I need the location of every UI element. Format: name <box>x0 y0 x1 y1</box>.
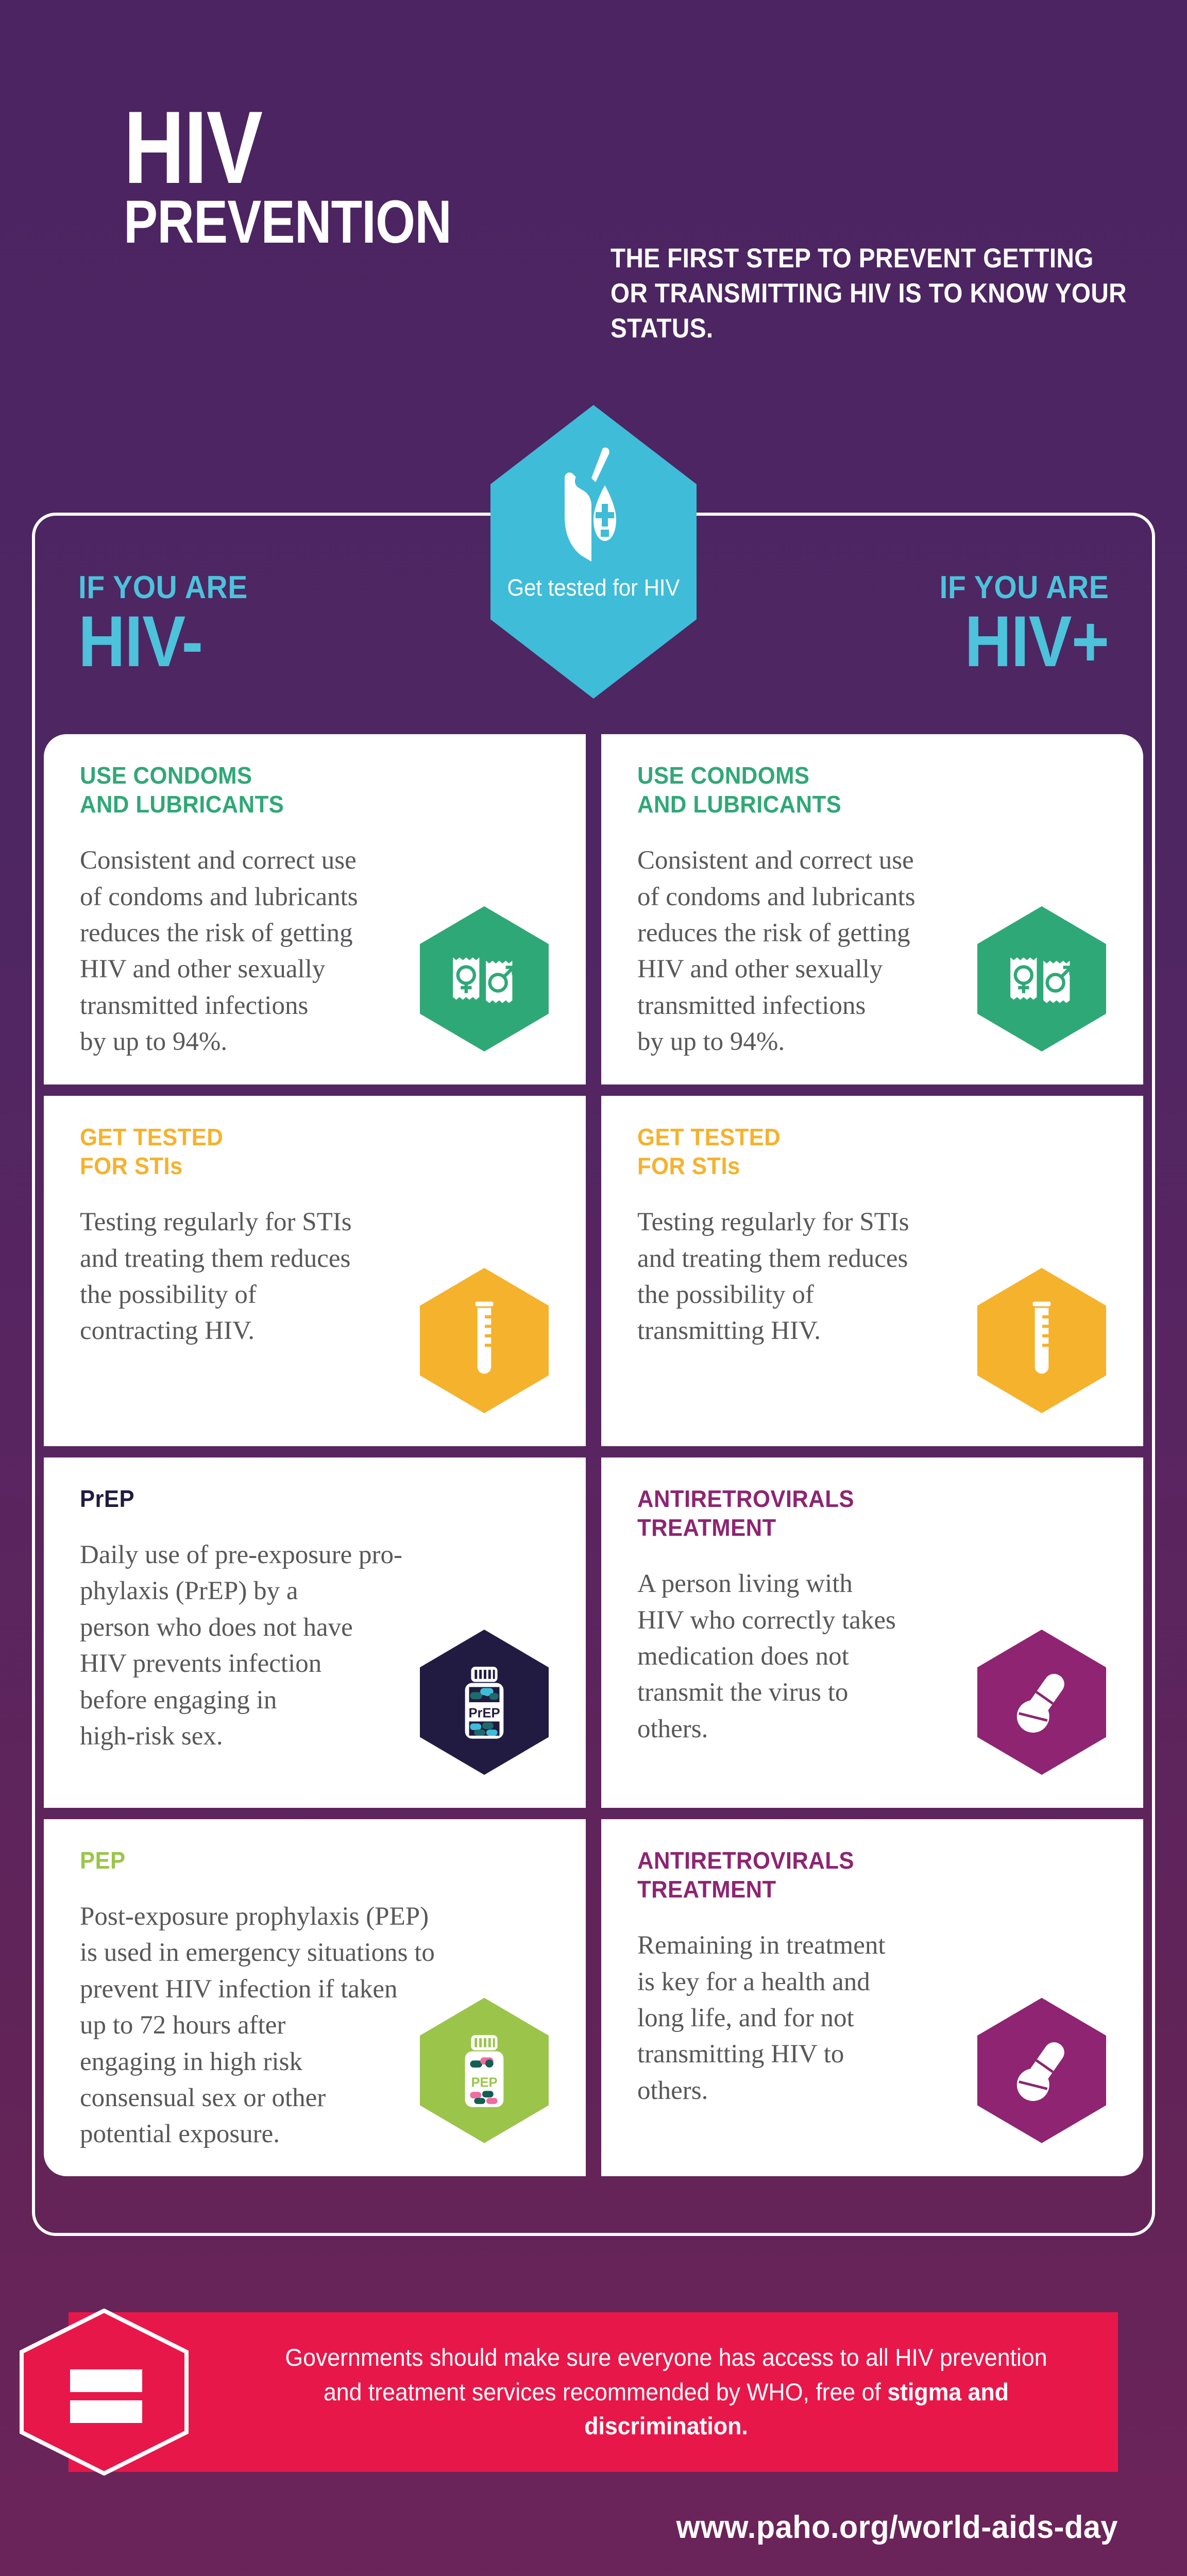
card-title: USE CONDOMS AND LUBRICANTS <box>80 762 284 818</box>
card-title: ANTIRETROVIRALS TREATMENT <box>637 1847 854 1903</box>
card-body: Remaining in treatment is key for a heal… <box>637 1931 886 2105</box>
status-right-prefix: IF YOU ARE <box>939 570 1109 605</box>
card-body: Testing regularly for STIs and treating … <box>80 1208 352 1346</box>
prep-bottle-label: PrEP <box>468 1706 500 1721</box>
cta-message-regular: Governments should make sure everyone ha… <box>285 2343 1047 2405</box>
header-subtitle: THE FIRST STEP TO PREVENT GETTING OR TRA… <box>611 243 1127 344</box>
pep-pill-bottle-icon: PEP <box>420 1997 549 2143</box>
card-antiretrovirals-2[interactable]: ANTIRETROVIRALS TREATMENT Remaining in t… <box>601 1819 1143 2176</box>
page-title: HIV PREVENTION <box>124 90 514 256</box>
card-sti-left[interactable]: GET TESTED FOR STIs Testing regularly fo… <box>44 1096 586 1446</box>
status-right-value: HIV+ <box>964 601 1109 682</box>
status-left-prefix: IF YOU ARE <box>78 570 248 605</box>
card-body: Consistent and correct use of condoms an… <box>80 846 358 1057</box>
hand-blood-drop-icon <box>542 444 645 564</box>
test-tube-icon <box>420 1268 549 1413</box>
cta-message: Governments should make sure everyone ha… <box>282 2341 1050 2444</box>
title-line-prevention: PREVENTION <box>124 188 452 256</box>
card-title: PEP <box>80 1847 126 1874</box>
card-title: ANTIRETROVIRALS TREATMENT <box>637 1485 854 1541</box>
pills-icon <box>977 1997 1106 2143</box>
card-sti-right[interactable]: GET TESTED FOR STIs Testing regularly fo… <box>601 1096 1143 1446</box>
card-body: Daily use of pre-exposure pro- phylaxis … <box>80 1540 402 1751</box>
card-title: PrEP <box>80 1485 134 1512</box>
status-hiv-positive: IF YOU ARE HIV+ <box>925 569 1109 682</box>
card-pep[interactable]: PEP Post-exposure prophylaxis (PEP) is u… <box>44 1819 586 2176</box>
prevention-card-grid: USE CONDOMS AND LUBRICANTS Consistent an… <box>44 734 1143 2176</box>
condom-packets-icon <box>420 906 549 1052</box>
condom-packets-icon <box>977 906 1106 1052</box>
pills-icon <box>977 1630 1106 1775</box>
card-body: A person living with HIV who correctly t… <box>637 1569 896 1743</box>
card-antiretrovirals-1[interactable]: ANTIRETROVIRALS TREATMENT A person livin… <box>601 1458 1143 1808</box>
pep-bottle-label: PEP <box>471 2075 497 2090</box>
cta-message-bold: stigma and discrimination. <box>584 2378 1009 2440</box>
card-body: Post-exposure prophylaxis (PEP) is used … <box>80 1902 435 2149</box>
card-title: USE CONDOMS AND LUBRICANTS <box>637 762 842 818</box>
status-left-value: HIV- <box>78 601 203 682</box>
card-condoms-left[interactable]: USE CONDOMS AND LUBRICANTS Consistent an… <box>44 734 586 1084</box>
cta-banner: Governments should make sure everyone ha… <box>20 2308 1118 2476</box>
header: HIV PREVENTION THE FIRST STEP TO PREVENT… <box>0 0 1187 392</box>
equals-sign-icon <box>20 2308 189 2476</box>
title-line-hiv: HIV <box>124 90 263 205</box>
status-hiv-negative: IF YOU ARE HIV- <box>78 569 262 682</box>
card-title: GET TESTED FOR STIs <box>637 1124 781 1180</box>
card-condoms-right[interactable]: USE CONDOMS AND LUBRICANTS Consistent an… <box>601 734 1143 1084</box>
get-tested-badge-label: Get tested for HIV <box>507 574 680 601</box>
card-body: Consistent and correct use of condoms an… <box>637 846 915 1057</box>
prep-pill-bottle-icon: PrEP <box>420 1630 549 1775</box>
campaign-url[interactable]: www.paho.org/world-aids-day <box>676 2510 1118 2545</box>
card-body: Testing regularly for STIs and treating … <box>637 1208 909 1346</box>
card-title: GET TESTED FOR STIs <box>80 1124 224 1180</box>
card-prep[interactable]: PrEP Daily use of pre-exposure pro- phyl… <box>44 1458 586 1808</box>
test-tube-icon <box>977 1268 1106 1413</box>
